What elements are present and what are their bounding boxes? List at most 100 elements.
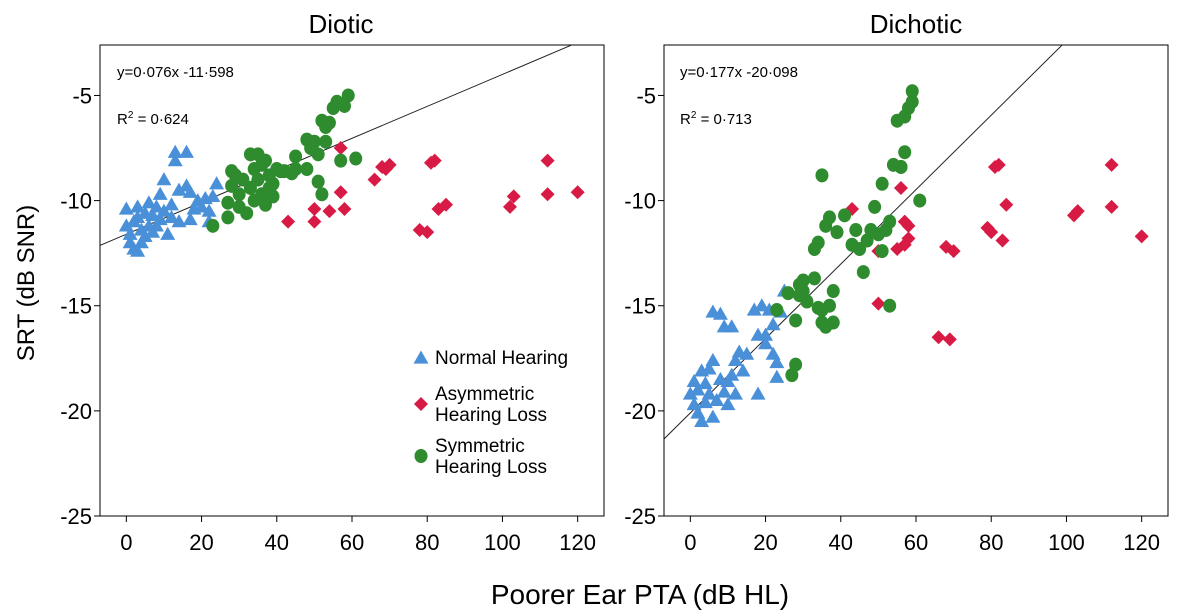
data-point bbox=[871, 296, 886, 311]
data-point bbox=[152, 212, 168, 226]
data-point bbox=[746, 302, 762, 316]
data-point bbox=[995, 233, 1010, 248]
series-diamond bbox=[845, 157, 1149, 347]
chart-panel-dichotic: Dichotic 0 20 40 60 80 100 120 -5 -10 -15 -20 -25 y=0… bbox=[624, 9, 1169, 555]
data-point bbox=[754, 298, 770, 312]
x-tick-label: 120 bbox=[559, 530, 596, 555]
y-axis-label: SRT (dB SNR) bbox=[13, 205, 40, 361]
data-point bbox=[838, 208, 852, 223]
data-point bbox=[789, 313, 803, 328]
data-point bbox=[289, 162, 303, 177]
data-point bbox=[931, 330, 946, 345]
data-point bbox=[868, 199, 882, 214]
data-point bbox=[856, 265, 870, 280]
data-point bbox=[942, 332, 957, 347]
data-point bbox=[701, 386, 717, 400]
data-point bbox=[439, 197, 454, 212]
x-tick-label: 100 bbox=[1048, 530, 1085, 555]
data-point bbox=[506, 189, 521, 204]
data-point bbox=[705, 409, 721, 423]
data-point bbox=[849, 223, 863, 238]
data-point bbox=[807, 271, 821, 286]
data-point bbox=[894, 159, 908, 174]
data-point bbox=[724, 319, 740, 333]
series-circle bbox=[206, 88, 363, 233]
data-point bbox=[182, 184, 198, 198]
data-point bbox=[171, 214, 187, 228]
data-point bbox=[796, 273, 810, 288]
data-point bbox=[570, 185, 585, 200]
data-point bbox=[789, 357, 803, 372]
legend-label: Hearing Loss bbox=[435, 405, 547, 426]
data-point bbox=[946, 244, 961, 259]
data-point bbox=[167, 144, 183, 158]
data-point bbox=[822, 298, 836, 313]
data-point bbox=[712, 306, 728, 320]
data-point bbox=[122, 226, 138, 240]
data-point bbox=[800, 294, 814, 309]
data-point bbox=[311, 174, 325, 189]
data-point bbox=[130, 209, 146, 224]
r-squared: R2 = 0·624 bbox=[117, 110, 189, 128]
data-point bbox=[167, 153, 183, 167]
data-point bbox=[201, 203, 217, 217]
data-point bbox=[152, 186, 168, 200]
data-point bbox=[171, 182, 187, 196]
data-point bbox=[1104, 199, 1119, 214]
data-point bbox=[194, 199, 210, 213]
data-point bbox=[337, 202, 352, 217]
data-point bbox=[758, 327, 774, 341]
data-point bbox=[690, 382, 706, 396]
data-point bbox=[898, 145, 912, 160]
data-point bbox=[1070, 204, 1085, 219]
y-tick-label: -5 bbox=[72, 83, 92, 108]
data-point bbox=[240, 206, 254, 221]
data-point bbox=[322, 204, 337, 219]
data-point bbox=[341, 88, 355, 103]
data-point bbox=[221, 210, 235, 225]
data-point bbox=[540, 153, 555, 168]
data-point bbox=[333, 185, 348, 200]
data-point bbox=[901, 231, 916, 246]
series-diamond bbox=[281, 141, 585, 240]
data-point bbox=[163, 209, 179, 224]
data-point bbox=[822, 210, 836, 225]
data-point bbox=[875, 244, 889, 259]
data-point bbox=[251, 172, 265, 187]
data-point bbox=[765, 317, 781, 331]
data-point bbox=[785, 368, 799, 383]
data-point bbox=[826, 284, 840, 299]
data-point bbox=[883, 298, 897, 313]
chart-title: Diotic bbox=[308, 9, 373, 39]
data-point bbox=[860, 233, 874, 248]
legend-marker bbox=[413, 350, 429, 364]
data-point bbox=[905, 94, 919, 109]
legend-label: Hearing Loss bbox=[435, 457, 547, 478]
x-tick-label: 80 bbox=[415, 530, 439, 555]
x-tick-label: 100 bbox=[484, 530, 521, 555]
data-point bbox=[1134, 229, 1149, 244]
data-point bbox=[315, 187, 329, 202]
data-point bbox=[815, 168, 829, 183]
data-point bbox=[266, 176, 280, 191]
data-point bbox=[769, 355, 785, 369]
data-point bbox=[758, 336, 774, 350]
data-point bbox=[727, 352, 743, 367]
data-point bbox=[333, 141, 348, 156]
data-point bbox=[701, 361, 717, 375]
series-circle bbox=[770, 84, 927, 383]
data-point bbox=[811, 235, 825, 250]
data-point bbox=[427, 153, 442, 168]
y-tick-label: -5 bbox=[636, 83, 656, 108]
data-point bbox=[991, 157, 1006, 172]
legend-label: Asymmetric bbox=[435, 384, 534, 405]
data-point bbox=[770, 302, 784, 317]
data-point bbox=[300, 162, 314, 177]
data-point bbox=[130, 199, 146, 213]
data-point bbox=[130, 243, 146, 257]
data-point bbox=[367, 172, 382, 187]
data-point bbox=[769, 369, 785, 383]
data-point bbox=[709, 392, 725, 406]
data-point bbox=[289, 149, 303, 164]
